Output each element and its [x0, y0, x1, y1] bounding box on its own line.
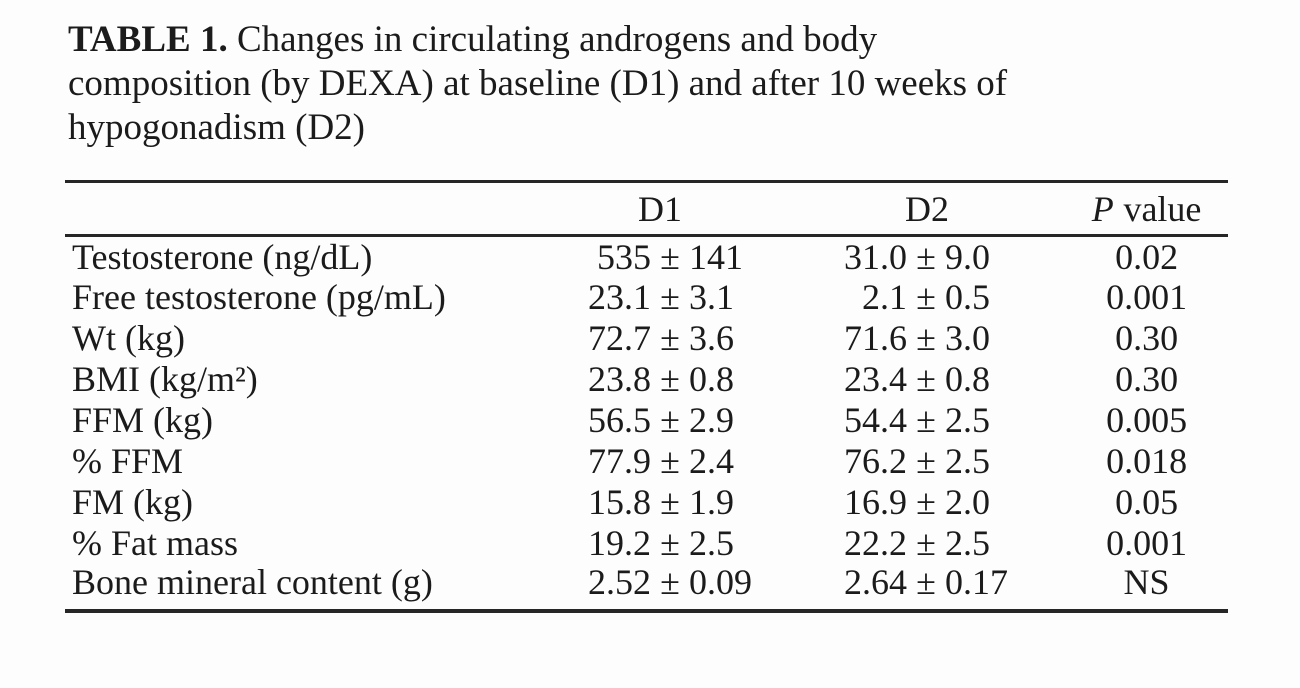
plus-minus: ±: [660, 318, 680, 358]
p-value: 0.05: [1115, 482, 1179, 522]
d2-mean: 16.9: [844, 482, 908, 522]
d2-sd: 9.0: [945, 236, 991, 277]
d1-sd: 0.8: [689, 359, 734, 399]
row-label: FFM (kg): [72, 400, 214, 440]
d1-mean: 535: [597, 236, 651, 277]
plus-minus: ±: [660, 277, 680, 317]
header-d2: D2: [789, 181, 1066, 237]
plus-minus: ±: [916, 277, 936, 317]
row-label: Bone mineral content (g): [72, 561, 433, 602]
plus-minus: ±: [660, 359, 680, 399]
p-value: 0.018: [1106, 441, 1188, 481]
d1-sd: 2.9: [689, 400, 734, 440]
p-value: 0.02: [1115, 236, 1179, 277]
caption-line3: hypogonadism (D2): [68, 107, 365, 148]
d1-sd: 2.5: [689, 523, 734, 563]
d1-mean: 2.52: [588, 561, 651, 602]
caption-label: TABLE 1.: [68, 19, 228, 60]
d1-mean: 23.1: [588, 277, 651, 317]
d1-mean: 56.5: [588, 400, 651, 440]
plus-minus: ±: [660, 400, 680, 440]
row-label: % Fat mass: [72, 523, 238, 563]
d2-sd: 0.5: [945, 277, 991, 317]
caption-line2: composition (by DEXA) at baseline (D1) a…: [68, 63, 1008, 104]
table-row: Testosterone (ng/dL) 535 ± 141 31.0 ± 9.…: [65, 236, 1228, 277]
header-stub: [65, 181, 531, 237]
d1-mean: 77.9: [588, 441, 651, 481]
d2-sd: 2.5: [945, 523, 991, 563]
d2-mean: 2.1: [862, 277, 908, 317]
p-value: 0.30: [1115, 359, 1179, 399]
plus-minus: ±: [660, 482, 680, 522]
d1-mean: 72.7: [588, 318, 651, 358]
d2-mean: 22.2: [844, 523, 908, 563]
plus-minus: ±: [916, 236, 936, 277]
plus-minus: ±: [660, 561, 680, 602]
table-row: BMI (kg/m²) 23.8 ± 0.8 23.4 ± 0.8 0.30: [65, 359, 1228, 400]
table-row: % Fat mass 19.2 ± 2.5 22.2 ± 2.5 0.001: [65, 523, 1228, 564]
plus-minus: ±: [916, 318, 936, 358]
p-value: 0.001: [1106, 277, 1188, 317]
d2-mean: 2.64: [844, 561, 908, 602]
plus-minus: ±: [916, 482, 936, 522]
d2-mean: 23.4: [844, 359, 908, 399]
d1-mean: 19.2: [588, 523, 651, 563]
header-p-rest: value: [1123, 188, 1202, 229]
table-row: Wt (kg) 72.7 ± 3.6 71.6 ± 3.0 0.30: [65, 318, 1228, 359]
table-row: FFM (kg) 56.5 ± 2.9 54.4 ± 2.5 0.005: [65, 400, 1228, 441]
d1-sd: 3.6: [689, 318, 734, 358]
plus-minus: ±: [916, 523, 936, 563]
d2-sd: 2.0: [945, 482, 991, 522]
d1-sd: 0.09: [689, 561, 752, 602]
table-row: FM (kg) 15.8 ± 1.9 16.9 ± 2.0 0.05: [65, 482, 1228, 523]
d1-mean: 15.8: [588, 482, 651, 522]
p-value: 0.005: [1106, 400, 1188, 440]
plus-minus: ±: [660, 236, 680, 277]
d1-sd: 141: [689, 236, 743, 277]
header-p-italic: P: [1091, 188, 1114, 229]
p-value: NS: [1123, 561, 1170, 602]
row-label: FM (kg): [72, 482, 194, 522]
plus-minus: ±: [660, 523, 680, 563]
row-label: Testosterone (ng/dL): [72, 236, 373, 277]
d1-sd: 2.4: [689, 441, 734, 481]
d1-sd: 1.9: [689, 482, 734, 522]
caption-line1: Changes in circulating androgens and bod…: [227, 19, 878, 60]
p-value: 0.30: [1115, 318, 1179, 358]
plus-minus: ±: [916, 561, 936, 602]
d2-mean: 76.2: [844, 441, 908, 481]
row-label: BMI (kg/m²): [72, 359, 258, 399]
d2-sd: 2.5: [945, 441, 991, 481]
row-label: % FFM: [72, 441, 184, 481]
row-label: Free testosterone (pg/mL): [72, 277, 446, 317]
d2-sd: 0.8: [945, 359, 991, 399]
plus-minus: ±: [660, 441, 680, 481]
d1-sd: 3.1: [689, 277, 734, 317]
plus-minus: ±: [916, 359, 936, 399]
d2-sd: 3.0: [945, 318, 991, 358]
d2-mean: 54.4: [844, 400, 908, 440]
d2-sd: 0.17: [945, 561, 1009, 602]
d2-mean: 71.6: [844, 318, 908, 358]
header-d1: D1: [531, 181, 790, 237]
table-row: % FFM 77.9 ± 2.4 76.2 ± 2.5 0.018: [65, 441, 1228, 482]
d2-mean: 31.0: [844, 236, 908, 277]
table-row: Bone mineral content (g) 2.52 ± 0.09 2.6…: [65, 564, 1228, 611]
plus-minus: ±: [916, 441, 936, 481]
table-row: Free testosterone (pg/mL) 23.1 ± 3.1 2.1…: [65, 277, 1228, 318]
d2-sd: 2.5: [945, 400, 991, 440]
p-value: 0.001: [1106, 523, 1188, 563]
table-caption: TABLE 1. Changes in circulating androgen…: [68, 18, 1218, 150]
row-label: Wt (kg): [72, 318, 185, 358]
plus-minus: ±: [916, 400, 936, 440]
d1-mean: 23.8: [588, 359, 651, 399]
